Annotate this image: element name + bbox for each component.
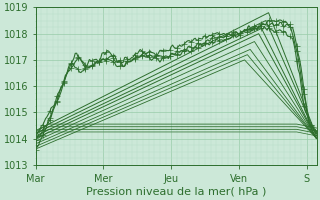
- X-axis label: Pression niveau de la mer( hPa ): Pression niveau de la mer( hPa ): [86, 187, 266, 197]
